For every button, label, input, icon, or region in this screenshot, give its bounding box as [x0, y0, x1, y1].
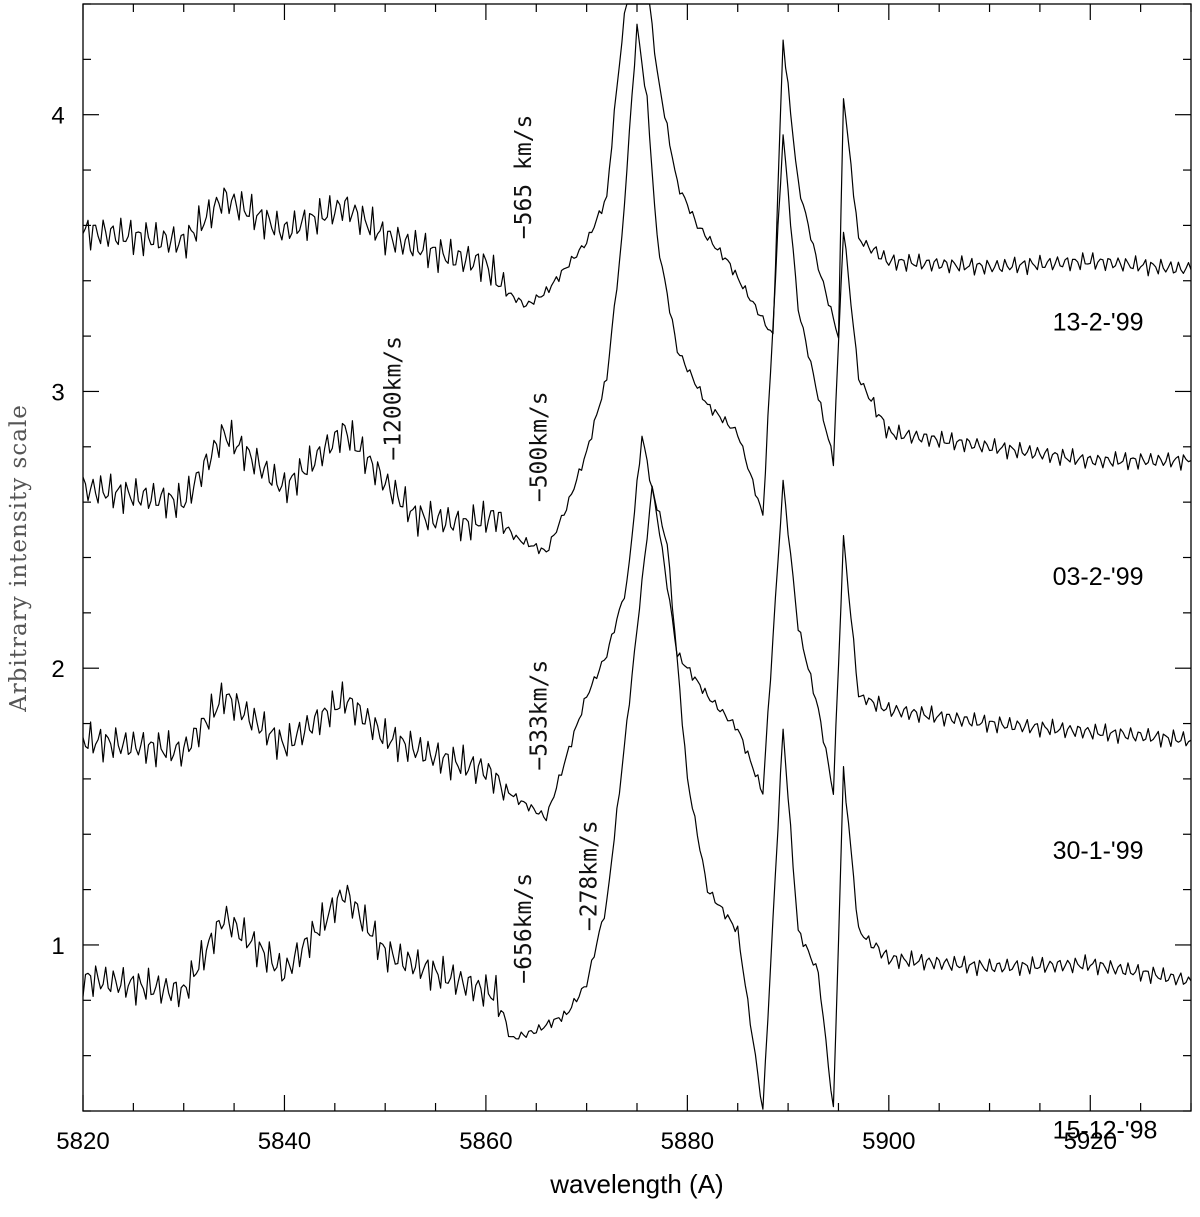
- y-tick-label: 2: [51, 656, 64, 683]
- series-date-label: 03-2-'99: [1053, 563, 1144, 591]
- series-line: [82, 435, 1192, 822]
- x-axis-label: wavelength (A): [549, 1169, 723, 1199]
- series-date-label: 30-1-'99: [1053, 837, 1144, 865]
- x-tick-label: 5840: [258, 1128, 311, 1155]
- velocity-annotation: −278km/s: [577, 820, 603, 931]
- y-axis-label: Arbitrary intensity scale: [6, 404, 32, 713]
- series-line: [82, 485, 1192, 1110]
- ticks-layer: [82, 3, 1192, 1112]
- x-tick-label: 5900: [862, 1128, 915, 1155]
- velocity-annotation: −500km/s: [526, 391, 552, 502]
- y-tick-label: 3: [51, 379, 64, 406]
- series-date-label: 13-2-'99: [1053, 309, 1144, 337]
- annotations-layer: −565 km/s −1200km/s −500km/s −533km/s −656km…: [380, 115, 1157, 1145]
- x-tick-label: 5820: [56, 1128, 109, 1155]
- x-tick-label: 5860: [459, 1128, 512, 1155]
- tick-labels-layer: 5820 5840 5860 5880 5900 5920 1 2 3 4: [51, 103, 1117, 1155]
- x-tick-label: 5920: [1064, 1128, 1117, 1155]
- velocity-annotation: −533km/s: [526, 660, 552, 771]
- y-tick-label: 1: [51, 933, 64, 960]
- velocity-annotation: −656km/s: [511, 873, 537, 984]
- series-layer: [82, 3, 1192, 1110]
- series-line: [82, 23, 1192, 555]
- series-line: [82, 3, 1192, 339]
- velocity-annotation: −1200km/s: [380, 336, 406, 461]
- x-tick-label: 5880: [661, 1128, 714, 1155]
- series-date-label: 15-12-'98: [1053, 1117, 1158, 1145]
- y-tick-label: 4: [51, 103, 64, 130]
- velocity-annotation: −565 km/s: [511, 115, 537, 240]
